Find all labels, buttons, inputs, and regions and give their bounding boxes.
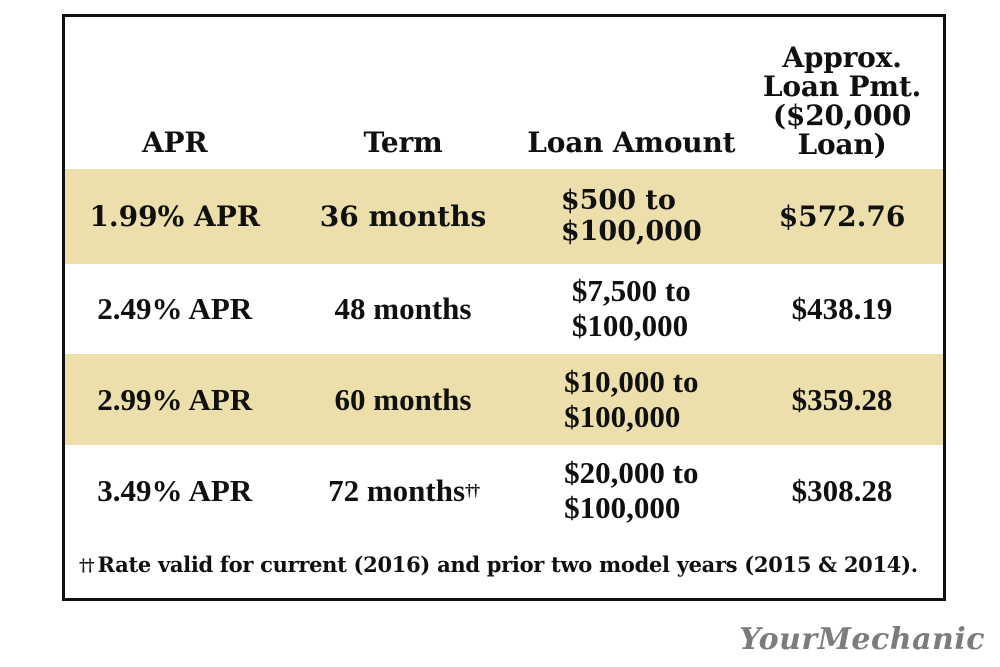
loan-amount-cell: $500 to $100,000 — [522, 169, 742, 264]
loan-amount-block: $500 to $100,000 — [560, 185, 702, 247]
table-row-1: 1.99% APR 36 months $500 to $100,000 $57… — [65, 169, 943, 264]
loan-amount-block: $10,000 to $100,000 — [564, 363, 699, 434]
term-cell: 36 months — [285, 169, 522, 264]
payment-cell: $359.28 — [791, 381, 893, 417]
loan-amount-line-2: $100,000 — [564, 398, 681, 434]
table-footnote: †† Rate valid for current (2016) and pri… — [79, 552, 919, 577]
term-cell: 72 months †† — [328, 473, 480, 508]
term-cell: 48 months — [285, 264, 522, 354]
payment-cell: $438.19 — [791, 291, 893, 326]
column-header-term: Term — [363, 126, 443, 159]
payment-header-line-2: Loan Pmt. — [762, 70, 922, 103]
table-row-4: 3.49% APR 72 months †† $20,000 to $100,00… — [65, 445, 943, 537]
term-value: 48 months — [334, 291, 472, 326]
apr-cell: 2.49% APR — [97, 291, 253, 326]
payment-header-line-3: ($20,000 — [772, 99, 912, 132]
term-value: 72 months — [328, 473, 466, 508]
payment-header-line-1: Approx. — [782, 41, 902, 74]
apr-cell: 3.49% APR — [97, 473, 253, 508]
payment-header-lines: Approx. Loan Pmt. ($20,000 Loan) — [763, 43, 921, 159]
loan-rate-table: APR Term Loan Amount Approx. Loan Pmt. (… — [62, 14, 946, 601]
column-header-payment: Approx. Loan Pmt. ($20,000 Loan) — [741, 17, 943, 169]
loan-amount-line-1: $20,000 to — [564, 455, 699, 491]
table-header-row: APR Term Loan Amount Approx. Loan Pmt. (… — [65, 17, 943, 169]
payment-cell: $308.28 — [791, 473, 893, 508]
loan-amount-cell: $7,500 to $100,000 — [522, 264, 742, 354]
payment-header-line-4: Loan) — [797, 128, 887, 161]
yourmechanic-watermark-logo: YourMechanic — [739, 622, 985, 657]
apr-cell: 1.99% APR — [89, 200, 261, 233]
loan-amount-line-1: $500 to — [560, 185, 676, 217]
loan-amount-line-1: $10,000 to — [564, 363, 699, 399]
footnote-text: Rate valid for current (2016) and prior … — [97, 552, 919, 577]
loan-amount-block: $20,000 to $100,000 — [564, 456, 698, 525]
table-row-3: 2.99% APR 60 months $10,000 to $100,000 … — [65, 354, 943, 445]
term-value: 36 months — [319, 200, 487, 233]
loan-amount-cell: $20,000 to $100,000 — [522, 445, 742, 537]
column-header-apr: APR — [142, 126, 208, 159]
payment-cell: $572.76 — [778, 200, 906, 233]
loan-amount-line-2: $100,000 — [564, 490, 681, 525]
apr-cell: 2.99% APR — [97, 381, 253, 417]
term-cell: 60 months — [285, 354, 522, 445]
loan-amount-line-1: $7,500 to — [571, 273, 691, 309]
loan-amount-line-2: $100,000 — [571, 308, 689, 343]
column-header-loan-amount: Loan Amount — [527, 126, 736, 159]
table-row-2: 2.49% APR 48 months $7,500 to $100,000 $… — [65, 264, 943, 354]
loan-amount-line-2: $100,000 — [560, 215, 702, 247]
loan-amount-cell: $10,000 to $100,000 — [522, 354, 742, 445]
term-value: 60 months — [334, 381, 472, 417]
loan-amount-block: $7,500 to $100,000 — [572, 274, 691, 343]
